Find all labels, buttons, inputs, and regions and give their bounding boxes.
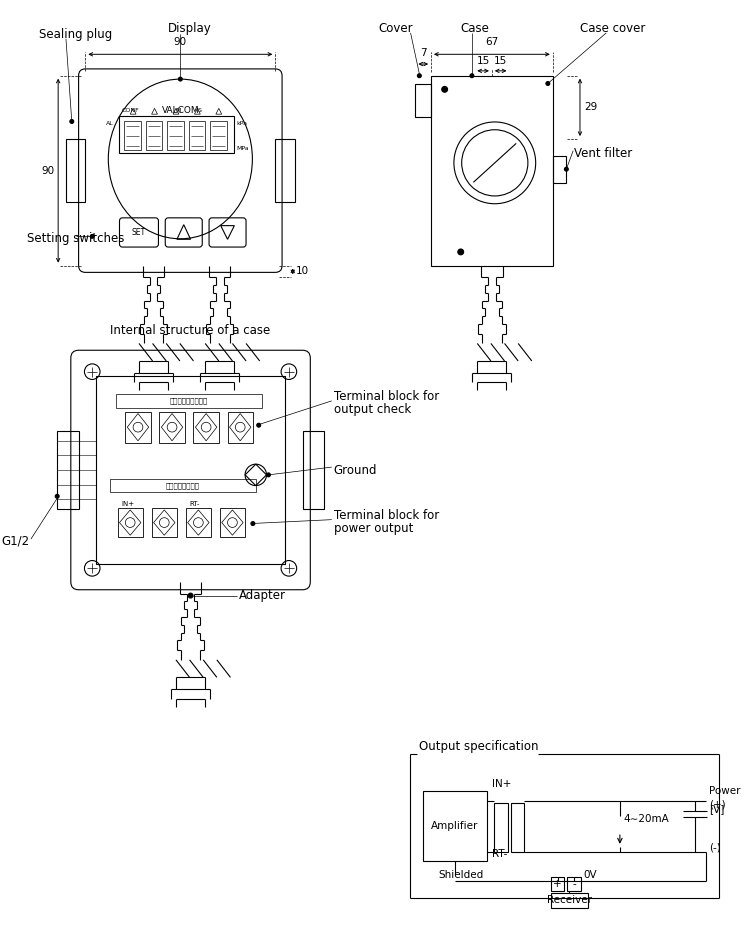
Text: 10: 10 <box>296 266 309 276</box>
Text: Output specification: Output specification <box>419 741 539 753</box>
Text: Adapter: Adapter <box>239 589 286 603</box>
Bar <box>146 121 162 150</box>
Text: 0V: 0V <box>583 870 597 880</box>
Bar <box>57 431 79 509</box>
Text: (-): (-) <box>709 843 721 853</box>
Bar <box>227 412 253 443</box>
Bar <box>220 508 245 537</box>
Bar <box>115 394 261 408</box>
Text: Terminal block for: Terminal block for <box>334 390 439 403</box>
Text: 7: 7 <box>420 48 427 58</box>
Text: S: S <box>197 108 201 113</box>
Text: Vent filter: Vent filter <box>574 147 633 160</box>
Text: Shielded: Shielded <box>439 870 484 880</box>
Text: [V]: [V] <box>709 804 725 814</box>
Bar <box>551 877 565 890</box>
Circle shape <box>565 167 568 171</box>
Text: output check: output check <box>334 403 411 416</box>
Text: 動力チェック端子台: 動力チェック端子台 <box>170 398 208 404</box>
Text: power output: power output <box>334 522 413 535</box>
Text: MPa: MPa <box>236 146 249 150</box>
Circle shape <box>546 82 550 86</box>
Circle shape <box>251 522 255 525</box>
Text: Amplifier: Amplifier <box>431 822 478 831</box>
Text: 電源・出力端子台: 電源・出力端子台 <box>166 482 200 489</box>
Bar <box>194 412 219 443</box>
Bar <box>119 117 235 153</box>
Text: 90: 90 <box>41 165 54 176</box>
Bar <box>159 412 185 443</box>
Text: 4∼20mA: 4∼20mA <box>624 813 670 823</box>
Circle shape <box>470 73 474 78</box>
Text: Receiver: Receiver <box>547 895 592 905</box>
Bar <box>416 84 431 117</box>
Text: (+): (+) <box>709 800 726 810</box>
Bar <box>302 431 324 509</box>
Bar <box>186 508 211 537</box>
Text: Ground: Ground <box>334 463 377 477</box>
Text: 15: 15 <box>477 56 489 66</box>
Bar <box>275 139 295 202</box>
Text: 67: 67 <box>485 37 498 46</box>
Text: 90: 90 <box>174 37 187 46</box>
Text: AL: AL <box>106 121 114 126</box>
Bar <box>110 478 256 493</box>
Text: Sealing plug: Sealing plug <box>39 28 112 41</box>
Bar <box>152 508 177 537</box>
Text: +: + <box>554 879 562 888</box>
Text: RT-: RT- <box>189 501 200 507</box>
Text: Internal structure of a case: Internal structure of a case <box>110 324 270 337</box>
Circle shape <box>417 73 421 78</box>
Bar <box>125 412 150 443</box>
Text: CONF: CONF <box>121 108 139 113</box>
Text: -: - <box>572 879 576 888</box>
Text: 29: 29 <box>584 102 597 112</box>
Text: IN+: IN+ <box>492 779 512 790</box>
Bar <box>66 139 86 202</box>
Text: M: M <box>175 108 180 113</box>
Text: Terminal block for: Terminal block for <box>334 509 439 523</box>
Bar <box>431 76 553 266</box>
Circle shape <box>267 473 270 477</box>
Circle shape <box>178 77 183 81</box>
Text: VALCOM: VALCOM <box>162 106 199 115</box>
Text: Case: Case <box>460 23 489 36</box>
Bar <box>553 155 566 182</box>
Text: kPa: kPa <box>236 121 247 126</box>
Text: Setting switches: Setting switches <box>27 232 124 244</box>
Text: SET: SET <box>132 228 146 237</box>
Text: RT-: RT- <box>492 850 508 859</box>
Bar <box>423 791 486 861</box>
Text: Cover: Cover <box>378 23 413 36</box>
Bar <box>210 121 226 150</box>
Text: Case cover: Case cover <box>580 23 645 36</box>
Text: G1/2: G1/2 <box>1 535 30 548</box>
Text: 15: 15 <box>494 56 507 66</box>
Circle shape <box>90 234 94 239</box>
Bar <box>551 892 588 908</box>
Circle shape <box>188 593 193 598</box>
Bar <box>188 121 205 150</box>
Circle shape <box>457 249 463 255</box>
Bar <box>167 121 184 150</box>
Bar <box>568 877 581 890</box>
Circle shape <box>257 423 261 427</box>
Text: IN+: IN+ <box>121 501 135 507</box>
Bar <box>118 508 143 537</box>
Circle shape <box>70 119 74 123</box>
Circle shape <box>55 494 59 498</box>
Bar <box>494 803 508 852</box>
Bar <box>96 376 285 564</box>
Bar <box>511 803 524 852</box>
Text: Display: Display <box>168 23 212 36</box>
Text: Power: Power <box>709 786 741 796</box>
Circle shape <box>442 86 448 92</box>
Bar <box>124 121 141 150</box>
